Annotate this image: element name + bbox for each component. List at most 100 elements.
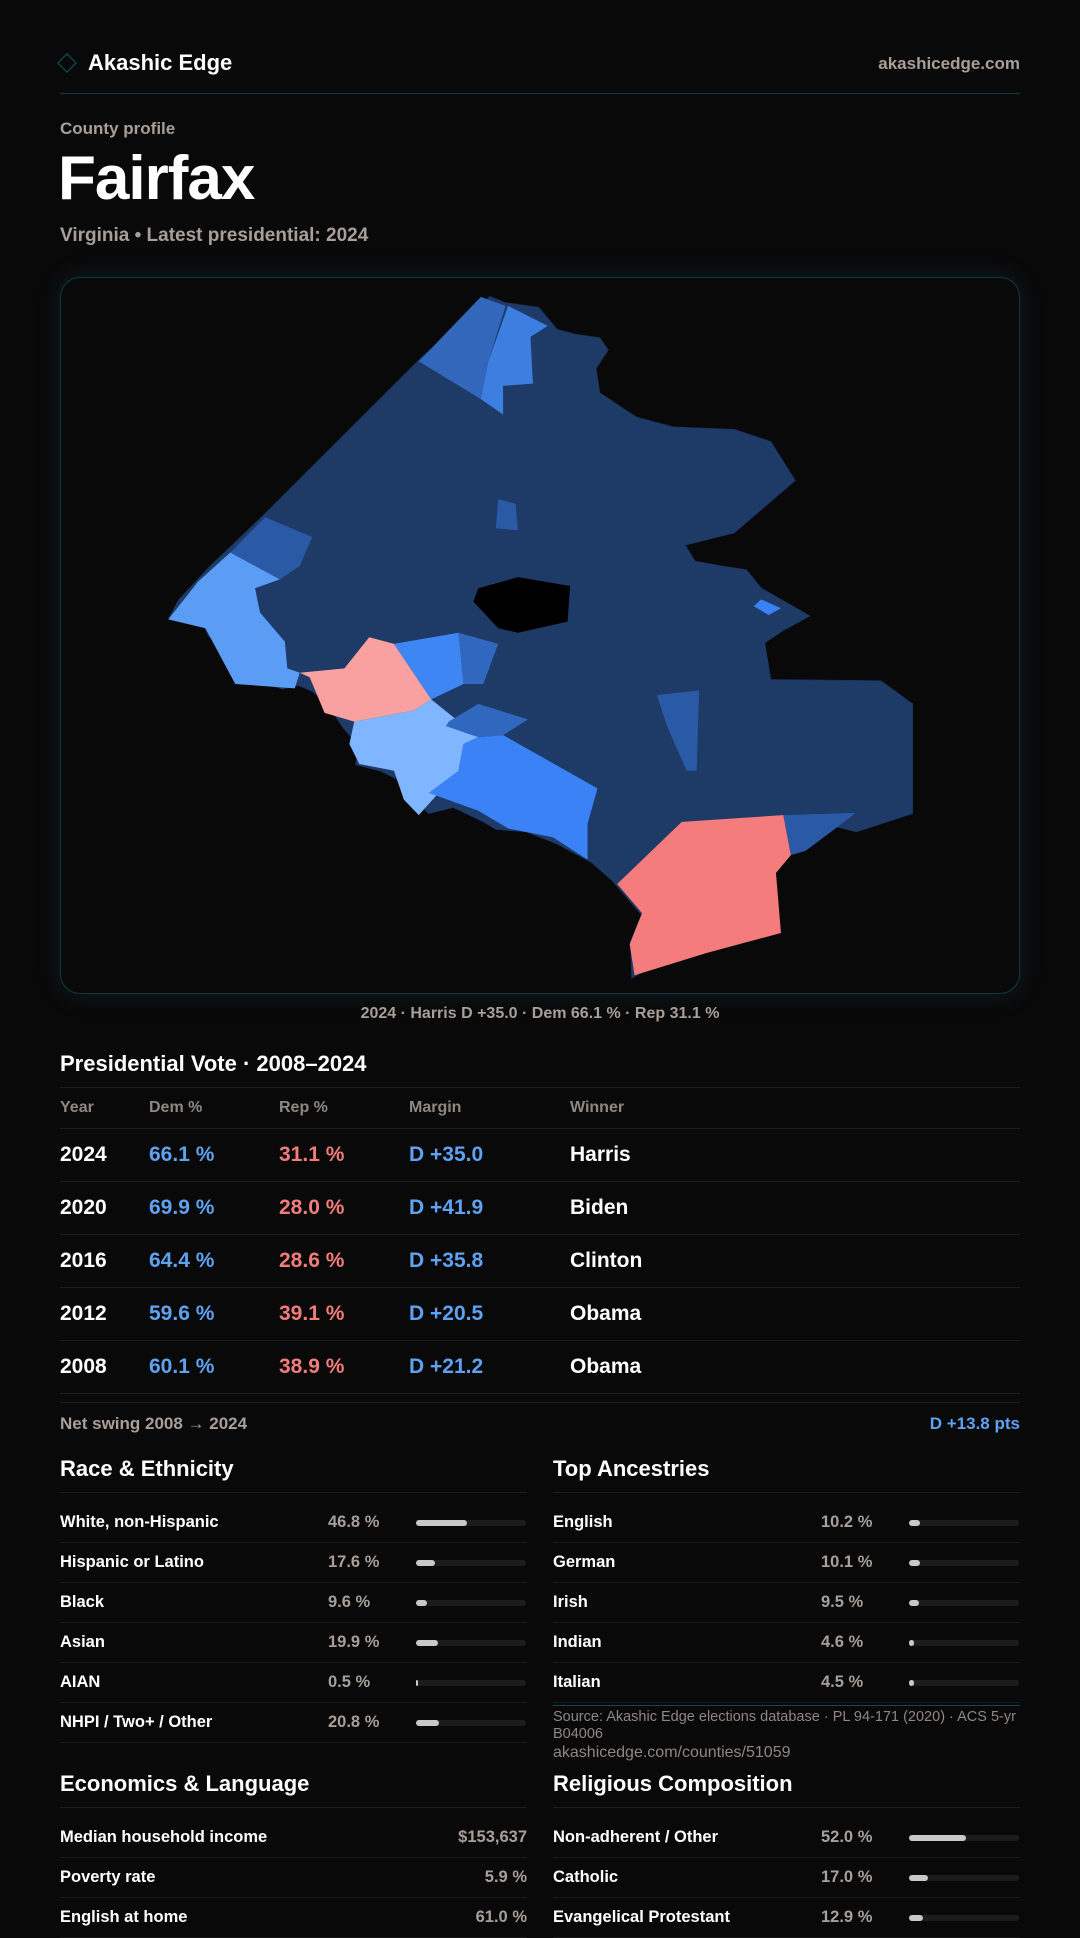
precinct-west: [230, 517, 313, 580]
stat-value: 17.6 %: [328, 1553, 380, 1571]
stat-label: AIAN: [60, 1673, 101, 1691]
dem-pct-cell: 59.6 %: [149, 1302, 215, 1325]
stat-label: Median household income: [60, 1828, 268, 1846]
stat-label: NHPI / Two+ / Other: [60, 1713, 213, 1731]
bar-fill: [909, 1519, 921, 1526]
precinct-medium-3: [656, 690, 700, 771]
stat-label: Evangelical Protestant: [553, 1908, 730, 1926]
race-row: White, non-Hispanic 46.8 %: [60, 1503, 527, 1543]
bar-track: [416, 1719, 526, 1726]
stat-value: $153,637: [458, 1828, 527, 1846]
bar-fill: [909, 1834, 967, 1841]
precinct-light: [349, 699, 479, 816]
bar-track: [909, 1834, 1019, 1841]
dem-pct-cell: 64.4 %: [149, 1249, 215, 1272]
source-note: Source: Akashic Edge elections database …: [553, 1709, 1016, 1742]
ancestries-row: Italian 4.5 %: [553, 1663, 1020, 1703]
page-url[interactable]: akashicedge.com/counties/51059: [553, 1744, 791, 1761]
economics-panel: Economics & Language Median household in…: [60, 1771, 527, 1938]
race-row: Asian 19.9 %: [60, 1623, 527, 1663]
table-row: 2016 64.4 % 28.6 % D +35.8 Clinton: [60, 1235, 1020, 1288]
margin-cell: D +35.0: [409, 1143, 484, 1166]
footer: Source: Akashic Edge elections database …: [553, 1705, 1020, 1762]
rep-pct-cell: 31.1 %: [279, 1143, 345, 1166]
margin-cell: D +21.2: [409, 1355, 484, 1378]
bar-fill: [416, 1719, 439, 1726]
ancestries-row: English 10.2 %: [553, 1503, 1020, 1543]
bar-track: [909, 1874, 1019, 1881]
economics-row: English at home 61.0 %: [60, 1898, 527, 1938]
table-row: 2008 60.1 % 38.9 % D +21.2 Obama: [60, 1341, 1020, 1394]
precinct-bright-1: [393, 632, 464, 700]
table-row: 2024 66.1 % 31.1 % D +35.0 Harris: [60, 1129, 1020, 1182]
stat-label: Poverty rate: [60, 1868, 156, 1886]
stat-value: 17.0 %: [821, 1868, 873, 1886]
bar-track: [416, 1679, 526, 1686]
site-link[interactable]: akashicedge.com: [878, 54, 1020, 73]
stat-value: 4.5 %: [821, 1673, 864, 1691]
religion-row: Non-adherent / Other 52.0 %: [553, 1818, 1020, 1858]
table-row: 2012 59.6 % 39.1 % D +20.5 Obama: [60, 1288, 1020, 1341]
dem-pct-cell: 69.9 %: [149, 1196, 215, 1219]
stat-label: Hispanic or Latino: [60, 1553, 204, 1571]
stat-label: Non-adherent / Other: [553, 1828, 719, 1846]
dem-pct-cell: 66.1 %: [149, 1143, 215, 1166]
margin-cell: D +41.9: [409, 1196, 484, 1219]
swing-divider: [60, 1402, 1020, 1403]
ancestries-row: German 10.1 %: [553, 1543, 1020, 1583]
bar-track: [909, 1559, 1019, 1566]
map-caption: 2024 · Harris D +35.0 · Dem 66.1 % · Rep…: [360, 1005, 720, 1022]
bar-track: [909, 1599, 1019, 1606]
stat-label: Italian: [553, 1673, 601, 1691]
net-swing-label: Net swing 2008 → 2024: [60, 1414, 248, 1433]
page-title: Fairfax: [58, 144, 255, 213]
col-winner: Winner: [570, 1099, 625, 1116]
bar-track: [909, 1679, 1019, 1686]
presidential-table: Year Dem % Rep % Margin Winner 2024 66.1 …: [60, 1087, 1020, 1394]
economics-row: Poverty rate 5.9 %: [60, 1858, 527, 1898]
stat-value: 61.0 %: [475, 1908, 527, 1926]
religion-title: Religious Composition: [553, 1771, 1020, 1808]
county-precinct-map[interactable]: [60, 277, 1020, 994]
stat-label: Indian: [553, 1633, 602, 1651]
brand-name: Akashic Edge: [88, 50, 233, 75]
margin-cell: D +20.5: [409, 1302, 484, 1325]
ancestries-panel: Top Ancestries English 10.2 % German 10.1 %…: [553, 1456, 1020, 1703]
race-row: AIAN 0.5 %: [60, 1663, 527, 1703]
religion-row: Evangelical Protestant 12.9 %: [553, 1898, 1020, 1938]
stat-value: 20.8 %: [328, 1713, 380, 1731]
map-svg: [168, 295, 913, 979]
precinct-rep-light: [299, 637, 432, 722]
bar-fill: [416, 1639, 438, 1646]
stat-label: Black: [60, 1593, 105, 1611]
race-row: Black 9.6 %: [60, 1583, 527, 1623]
brand-logo[interactable]: Akashic Edge: [57, 50, 233, 76]
stat-value: 9.5 %: [821, 1593, 864, 1611]
stat-value: 46.8 %: [328, 1513, 380, 1531]
bar-fill: [909, 1874, 928, 1881]
year-cell: 2012: [60, 1302, 107, 1325]
year-cell: 2020: [60, 1196, 107, 1219]
diamond-icon: [57, 53, 77, 73]
bar-fill: [416, 1599, 427, 1606]
bar-track: [416, 1559, 526, 1566]
stat-label: English: [553, 1513, 613, 1531]
economics-title: Economics & Language: [60, 1771, 527, 1808]
col-dem: Dem %: [149, 1099, 203, 1116]
stat-value: 4.6 %: [821, 1633, 864, 1651]
stat-label: Irish: [553, 1593, 588, 1611]
stat-label: English at home: [60, 1908, 188, 1926]
stat-value: 0.5 %: [328, 1673, 371, 1691]
precinct-medium-se: [783, 812, 856, 856]
bar-track: [416, 1599, 526, 1606]
winner-cell: Clinton: [570, 1249, 643, 1272]
race-title: Race & Ethnicity: [60, 1456, 527, 1493]
bar-fill: [909, 1559, 921, 1566]
race-row: NHPI / Two+ / Other 20.8 %: [60, 1703, 527, 1743]
precinct-far-west: [168, 552, 300, 689]
winner-cell: Harris: [570, 1143, 631, 1166]
stat-value: 10.2 %: [821, 1513, 873, 1531]
stat-label: Asian: [60, 1633, 105, 1651]
economics-row: Median household income $153,637: [60, 1818, 527, 1858]
bar-fill: [909, 1679, 914, 1686]
